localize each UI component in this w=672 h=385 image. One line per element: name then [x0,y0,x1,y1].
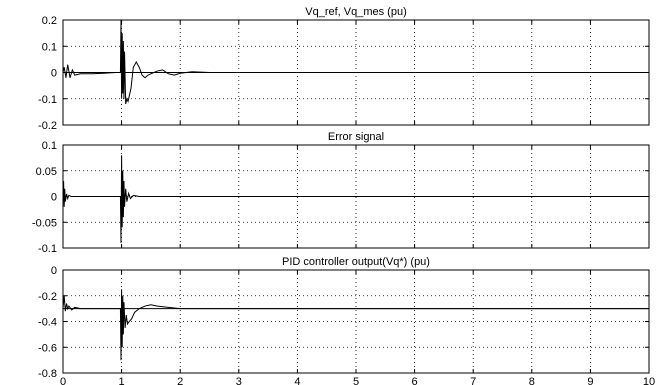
y-tick-label: -0.1 [38,243,57,255]
x-tick-label: 6 [412,376,418,385]
y-tick-label: 0.05 [36,166,57,178]
y-tick-label: 0.1 [42,41,57,53]
subplot-title: PID controller output(Vq*) (pu) [282,256,430,268]
y-tick-label: 0.2 [42,15,57,27]
y-tick-label: -0.05 [32,217,57,229]
y-tick-label: -0.6 [38,342,57,354]
subplot-1: 0.2 0.1 0 -0.1 -0.2 Vq_ref, Vq_mes (pu) [38,6,650,132]
x-tick-label: 8 [529,376,535,385]
x-tick-label: 9 [587,376,593,385]
y-tick-label: -0.2 [38,120,57,132]
y-tick-label: -0.1 [38,94,57,106]
y-tick-label: -0.2 [38,291,57,303]
y-tick-label: 0 [51,192,57,204]
x-tick-label: 3 [236,376,242,385]
y-tick-label: -0.8 [38,368,57,380]
x-tick-label: 0 [60,376,66,385]
y-tick-label: 0.1 [42,140,57,152]
subplot-2: 0.1 0.05 0 -0.05 -0.1 Error signal [32,131,650,255]
subplot-title: Vq_ref, Vq_mes (pu) [305,6,407,18]
x-tick-label: 7 [470,376,476,385]
x-tick-label: 2 [177,376,183,385]
x-tick-label: 5 [353,376,359,385]
y-tick-label: 0 [51,265,57,277]
x-tick-label: 4 [294,376,300,385]
subplot-title: Error signal [328,131,384,143]
x-tick-label: 1 [119,376,125,385]
x-tick-label: 10 [643,376,655,385]
y-tick-label: 0 [51,68,57,80]
y-tick-label: -0.4 [38,317,57,329]
